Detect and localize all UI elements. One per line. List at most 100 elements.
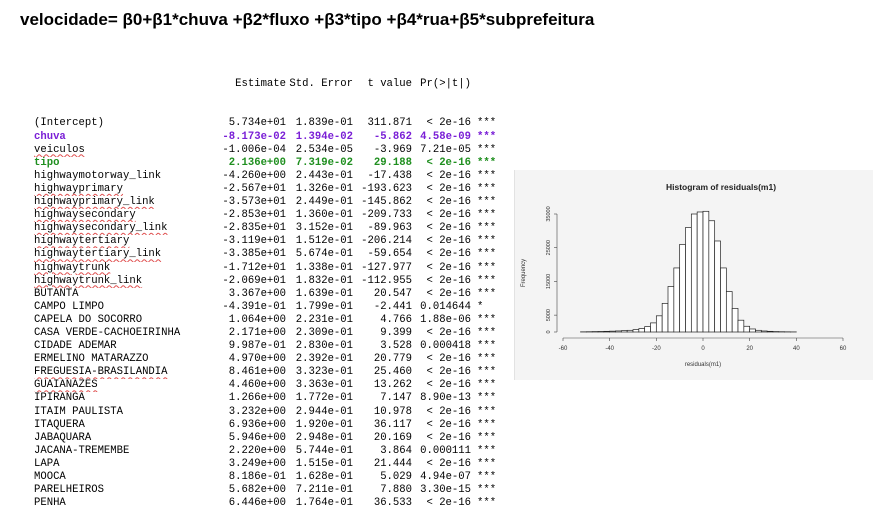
estimate-cell: 6.936e+00 <box>220 419 286 432</box>
std-error-cell: 2.392e-01 <box>286 353 353 366</box>
estimate-cell: 4.970e+00 <box>220 353 286 366</box>
y-tick-label: 35000 <box>546 206 552 221</box>
p-value-cell: 0.014644 <box>412 301 471 314</box>
std-error-cell: 2.534e-05 <box>286 144 353 157</box>
y-axis-label: Frequency <box>521 259 527 287</box>
signif-cell: *** <box>471 209 501 222</box>
p-value-cell: < 2e-16 <box>412 406 471 419</box>
histogram-bar <box>674 268 680 332</box>
histogram-title: Histogram of residuals(m1) <box>666 182 776 192</box>
term-name-text: highwaysecondary <box>34 209 136 221</box>
t-value-cell: 10.978 <box>353 406 412 419</box>
estimate-cell: 5.682e+00 <box>220 484 286 497</box>
estimate-cell: -4.391e-01 <box>220 301 286 314</box>
signif-cell: *** <box>471 222 501 235</box>
term-name: tipo <box>34 157 220 170</box>
signif-cell: *** <box>471 406 501 419</box>
signif-cell: *** <box>471 340 501 353</box>
histogram-bar <box>651 323 657 332</box>
std-error-cell: 1.360e-01 <box>286 209 353 222</box>
y-tick-label: 0 <box>546 330 552 333</box>
signif-cell: *** <box>471 196 501 209</box>
term-name: BUTANTA <box>34 288 220 301</box>
term-name: ITAQUERA <box>34 419 220 432</box>
std-error-cell: 2.443e-01 <box>286 170 353 183</box>
t-value-cell: -209.733 <box>353 209 412 222</box>
std-error-cell: 1.799e-01 <box>286 301 353 314</box>
signif-cell: *** <box>471 445 501 458</box>
model-formula-title: velocidade= β0+β1*chuva +β2*fluxo +β3*ti… <box>20 10 594 30</box>
term-name-text: highwaytrunk_link <box>34 275 142 287</box>
y-tick-label: 25000 <box>546 240 552 255</box>
signif-cell: *** <box>471 183 501 196</box>
p-value-cell: < 2e-16 <box>412 209 471 222</box>
t-value-cell: 311.871 <box>353 117 412 130</box>
estimate-cell: 5.734e+01 <box>220 117 286 130</box>
term-name: MOOCA <box>34 471 220 484</box>
signif-cell: *** <box>471 117 501 130</box>
histogram-bar <box>598 331 604 332</box>
p-value-cell: < 2e-16 <box>412 222 471 235</box>
estimate-cell: -3.119e+01 <box>220 235 286 248</box>
p-value-cell: < 2e-16 <box>412 419 471 432</box>
term-name: highwaytertiary_link <box>34 248 220 261</box>
estimate-cell: 2.136e+00 <box>220 157 286 170</box>
estimate-cell: 6.446e+00 <box>220 497 286 510</box>
estimate-cell: 2.220e+00 <box>220 445 286 458</box>
t-value-cell: -2.441 <box>353 301 412 314</box>
x-tick-label: 0 <box>701 346 705 352</box>
histogram-bar <box>680 244 686 332</box>
std-error-cell: 2.309e-01 <box>286 327 353 340</box>
std-error-cell: 1.920e-01 <box>286 419 353 432</box>
x-tick-label: 40 <box>793 346 800 352</box>
signif-cell: *** <box>471 288 501 301</box>
signif-cell: *** <box>471 379 501 392</box>
histogram-bar <box>691 214 697 332</box>
signif-cell: * <box>471 301 501 314</box>
p-value-cell: < 2e-16 <box>412 183 471 196</box>
signif-cell: *** <box>471 275 501 288</box>
std-error-cell: 1.628e-01 <box>286 471 353 484</box>
signif-cell: *** <box>471 157 501 170</box>
t-value-cell: -89.963 <box>353 222 412 235</box>
histogram-bar <box>709 221 715 332</box>
p-value-cell: 4.94e-07 <box>412 471 471 484</box>
histogram-bar <box>662 303 668 332</box>
estimate-cell: -2.835e+01 <box>220 222 286 235</box>
signif-cell: *** <box>471 314 501 327</box>
y-tick-label: 15000 <box>546 274 552 289</box>
histogram-bar <box>761 331 767 332</box>
t-value-cell: -59.654 <box>353 248 412 261</box>
signif-cell: *** <box>471 131 501 144</box>
std-error-cell: 1.839e-01 <box>286 117 353 130</box>
header-term <box>34 78 220 91</box>
term-name: JABAQUARA <box>34 432 220 445</box>
header-p-value: Pr(>|t|) <box>412 78 471 91</box>
t-value-cell: -206.214 <box>353 235 412 248</box>
histogram-bar <box>732 308 738 332</box>
term-name: CASA VERDE-CACHOEIRINHA <box>34 327 220 340</box>
t-value-cell: 36.533 <box>353 497 412 510</box>
std-error-cell: 1.326e-01 <box>286 183 353 196</box>
t-value-cell: 7.880 <box>353 484 412 497</box>
estimate-cell: -2.567e+01 <box>220 183 286 196</box>
p-value-cell: < 2e-16 <box>412 157 471 170</box>
estimate-cell: 3.232e+00 <box>220 406 286 419</box>
histogram-bar <box>604 331 610 332</box>
p-value-cell: 0.000111 <box>412 445 471 458</box>
signif-cell: *** <box>471 262 501 275</box>
histogram-bar <box>656 316 662 332</box>
std-error-cell: 1.764e-01 <box>286 497 353 510</box>
p-value-cell: < 2e-16 <box>412 432 471 445</box>
t-value-cell: 21.444 <box>353 458 412 471</box>
